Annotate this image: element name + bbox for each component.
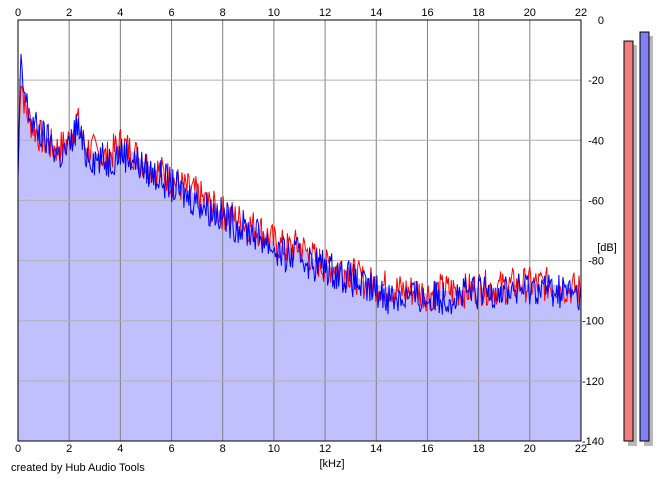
- x-tick-label-top: 0: [15, 7, 21, 19]
- series-line-1: [17, 85, 582, 312]
- x-tick-label-top: 8: [220, 7, 226, 19]
- x-tick-label-bottom: 14: [370, 443, 382, 455]
- x-tick-label-bottom: 0: [15, 443, 21, 455]
- x-tick-label-bottom: 22: [575, 443, 587, 455]
- x-tick-label-top: 22: [575, 7, 587, 19]
- series-line-2: [17, 54, 582, 315]
- x-tick-label-top: 2: [66, 7, 72, 19]
- x-tick-label-bottom: 8: [220, 443, 226, 455]
- y-tick-label: -140: [582, 436, 604, 448]
- x-tick-label-bottom: 6: [168, 443, 174, 455]
- x-tick-label-bottom: 4: [117, 443, 123, 455]
- x-axis-label: [kHz]: [319, 458, 344, 470]
- x-tick-label-bottom: 16: [421, 443, 433, 455]
- credit-text: created by Hub Audio Tools: [11, 462, 145, 474]
- x-tick-label-bottom: 18: [473, 443, 485, 455]
- x-tick-label-top: 14: [370, 7, 382, 19]
- x-tick-label-bottom: 20: [524, 443, 536, 455]
- y-tick-label: -120: [582, 376, 604, 388]
- x-tick-label-top: 16: [421, 7, 433, 19]
- x-tick-label-top: 18: [473, 7, 485, 19]
- x-tick-label-top: 6: [168, 7, 174, 19]
- x-tick-label-bottom: 12: [319, 443, 331, 455]
- y-tick-label: 0: [598, 15, 604, 27]
- level-meter-bar: [639, 31, 650, 442]
- x-tick-label-bottom: 2: [66, 443, 72, 455]
- y-axis-label: [dB]: [597, 242, 617, 254]
- x-tick-label-top: 10: [268, 7, 280, 19]
- y-tick-label: -80: [588, 256, 604, 268]
- x-tick-label-top: 12: [319, 7, 331, 19]
- y-tick-label: -20: [588, 75, 604, 87]
- x-tick-label-top: 20: [524, 7, 536, 19]
- x-tick-label-bottom: 10: [268, 443, 280, 455]
- y-tick-label: -100: [582, 316, 604, 328]
- y-tick-label: -40: [588, 135, 604, 147]
- level-meter-bar: [623, 40, 634, 442]
- x-tick-label-top: 4: [117, 7, 123, 19]
- plot-frame: [17, 19, 582, 442]
- y-tick-label: -60: [588, 195, 604, 207]
